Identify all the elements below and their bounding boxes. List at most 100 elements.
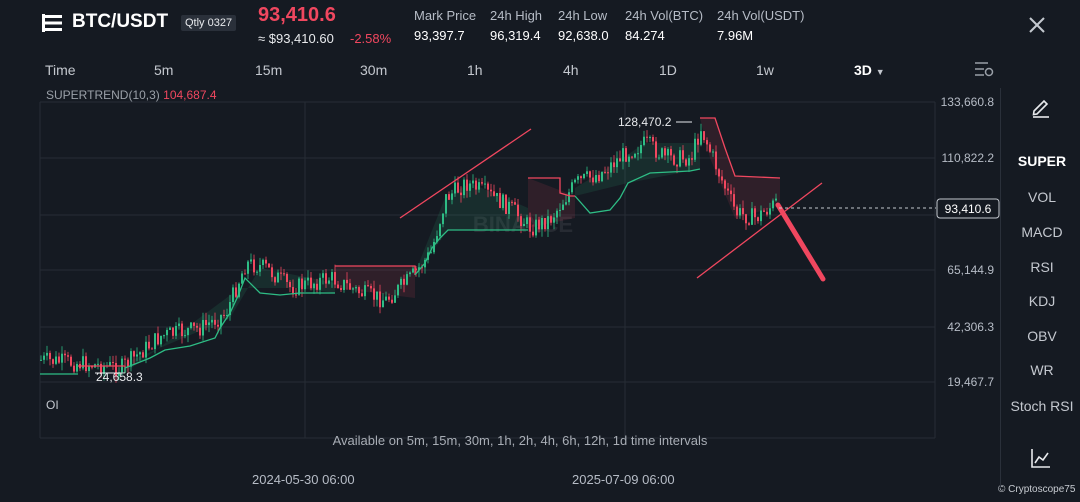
tab-1w[interactable]: 1w [756, 62, 774, 78]
supertrend-fill-down [700, 118, 780, 218]
candle [52, 359, 54, 364]
candle [292, 287, 294, 295]
candle [613, 162, 615, 168]
indicator-legend[interactable]: SUPERTREND(10,3) 104,687.4 [46, 88, 217, 102]
supertrend-fill [125, 118, 780, 373]
candle [55, 356, 57, 364]
candle [379, 291, 381, 308]
candle [73, 365, 75, 372]
stat-value-24h-high: 96,319.4 [490, 28, 541, 43]
chart-settings-icon[interactable] [974, 60, 994, 78]
candle [304, 280, 306, 290]
candle [508, 201, 510, 214]
candle [40, 359, 42, 361]
candle [487, 183, 489, 190]
candle [718, 169, 720, 177]
candle [436, 236, 438, 242]
candle [445, 194, 447, 214]
candle [577, 176, 579, 180]
candle [709, 144, 711, 152]
candle [601, 171, 603, 182]
candle [76, 363, 78, 372]
tab-1h[interactable]: 1h [467, 62, 483, 78]
candle [163, 335, 165, 337]
candle [133, 351, 135, 357]
candle [193, 322, 195, 326]
chart-type-icon[interactable] [1031, 448, 1051, 468]
candle [463, 179, 465, 196]
time-tick: 2025-07-09 06:00 [572, 472, 675, 487]
candle [757, 217, 759, 222]
candle [415, 268, 417, 271]
candle [151, 348, 153, 350]
candle [208, 322, 210, 325]
candle [283, 273, 285, 275]
trendline-upper-left [399, 128, 532, 219]
supertrend-up [124, 276, 335, 373]
candle [673, 155, 675, 165]
close-icon[interactable] [1026, 14, 1048, 36]
candle [622, 148, 624, 162]
tab-3d[interactable]: 3D ▼ [854, 62, 885, 78]
candle [316, 283, 318, 290]
indicator-super[interactable]: SUPER [1017, 153, 1067, 169]
candle [484, 183, 486, 185]
tab-1d[interactable]: 1D [659, 62, 677, 78]
indicator-vol[interactable]: VOL [1027, 189, 1056, 205]
supertrend-fill-down [528, 178, 575, 228]
candle [763, 210, 765, 212]
sidebar-divider [1000, 88, 1001, 488]
candle [490, 189, 492, 192]
time-tick: 2024-05-30 06:00 [252, 472, 355, 487]
candle [382, 300, 384, 308]
candle [88, 366, 90, 372]
tab-4h[interactable]: 4h [563, 62, 579, 78]
candle [676, 164, 678, 167]
indicator-rsi[interactable]: RSI [1030, 259, 1054, 275]
candle [421, 267, 423, 269]
indicator-obv[interactable]: OBV [1027, 328, 1057, 344]
pencil-icon[interactable] [1030, 96, 1052, 118]
candle [67, 355, 69, 357]
candle [190, 322, 192, 329]
candle [268, 263, 270, 268]
tab-time[interactable]: Time [45, 62, 76, 78]
tab-5m[interactable]: 5m [154, 62, 174, 78]
candle [226, 315, 228, 317]
candle [715, 151, 717, 170]
candle [724, 180, 726, 189]
candle [130, 351, 132, 367]
candle [187, 328, 189, 336]
candle [169, 327, 171, 330]
candle [337, 284, 339, 289]
candle [43, 355, 45, 360]
candle [175, 325, 177, 336]
candle [733, 194, 735, 207]
candle [649, 137, 651, 139]
trading-pair[interactable]: BTC/USDT [72, 11, 169, 32]
candle [49, 352, 51, 360]
candle [58, 356, 60, 363]
candle [115, 362, 117, 376]
supertrend-fill-up [575, 143, 700, 196]
tab-30m[interactable]: 30m [360, 62, 388, 78]
indicator-wr[interactable]: WR [1030, 362, 1054, 378]
candle [661, 148, 663, 158]
price-chart[interactable]: BINANCE 128,470.2 24,658.3 133,660.8 110… [0, 88, 1000, 466]
candle [550, 216, 552, 223]
indicator-kdj[interactable]: KDJ [1028, 293, 1056, 309]
menu-icon[interactable] [42, 14, 62, 32]
indicator-macd[interactable]: MACD [1021, 224, 1063, 240]
low-label: 24,658.3 [96, 370, 143, 384]
candle [370, 286, 372, 289]
indicator-stoch-rsi[interactable]: Stoch RSI [1010, 398, 1074, 414]
candle [466, 179, 468, 191]
tab-15m[interactable]: 15m [255, 62, 283, 78]
candle [442, 213, 444, 225]
candle [376, 291, 378, 300]
price-tick: 65,144.9 [947, 263, 994, 277]
candle [499, 193, 501, 209]
candle [244, 273, 246, 275]
candle [172, 327, 174, 336]
stat-label-24h-low: 24h Low [558, 8, 608, 23]
